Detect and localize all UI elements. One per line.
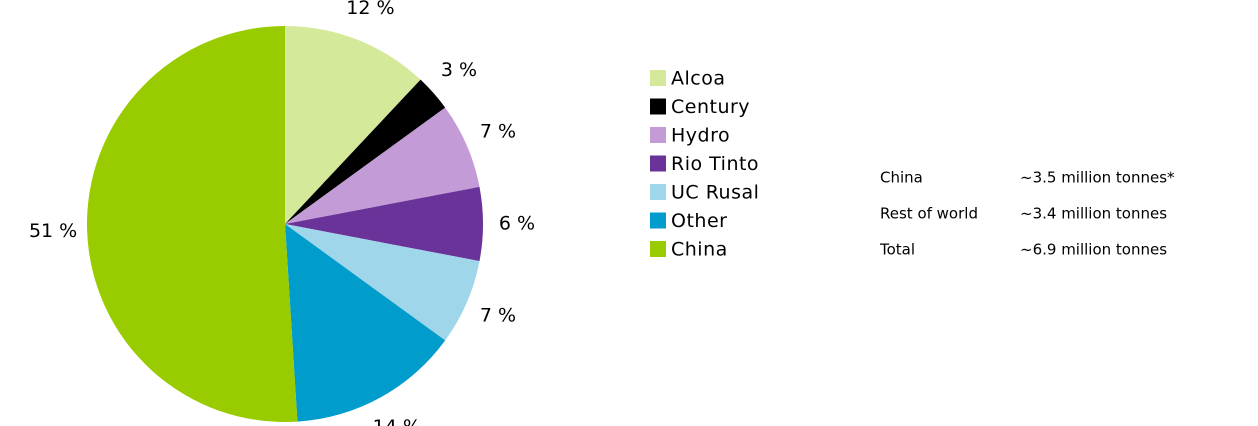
pie-slice — [285, 224, 480, 341]
legend-swatch — [650, 155, 666, 172]
legend-label: Hydro — [671, 125, 730, 147]
legend-swatch — [650, 98, 666, 115]
legend-label: UC Rusal — [671, 182, 759, 204]
data-label: 7 % — [480, 120, 516, 142]
data-label: 12 % — [346, 0, 394, 19]
pie-slice — [285, 107, 480, 224]
table-cell: ~3.4 million tonnes — [1020, 205, 1167, 223]
data-label: 7 % — [480, 305, 516, 327]
legend-swatch — [650, 212, 666, 229]
data-label: 51 % — [29, 220, 77, 242]
pie-slice — [285, 186, 484, 262]
legend-label: Alcoa — [671, 68, 726, 90]
legend-swatch — [650, 127, 666, 143]
legend-swatch — [650, 70, 666, 86]
legend-label: Other — [671, 210, 727, 232]
table-cell: ~6.9 million tonnes — [1020, 241, 1167, 259]
legend-label: China — [671, 239, 728, 261]
data-label: 6 % — [499, 213, 535, 235]
table-cell: Rest of world — [880, 205, 978, 223]
pie-slice — [285, 26, 421, 224]
legend-label: Rio Tinto — [671, 153, 759, 175]
pie-slice — [86, 26, 298, 423]
table-cell: Total — [879, 241, 915, 259]
table-cell: ~3.5 million tonnes* — [1020, 169, 1175, 187]
pie-slice — [285, 224, 446, 422]
table-cell: China — [880, 169, 923, 187]
legend-swatch — [650, 184, 666, 200]
pie-slice — [285, 79, 446, 224]
data-label: 3 % — [441, 59, 477, 81]
data-label: 14 % — [373, 416, 421, 426]
legend-label: Century — [671, 96, 750, 118]
legend-swatch — [650, 241, 666, 257]
